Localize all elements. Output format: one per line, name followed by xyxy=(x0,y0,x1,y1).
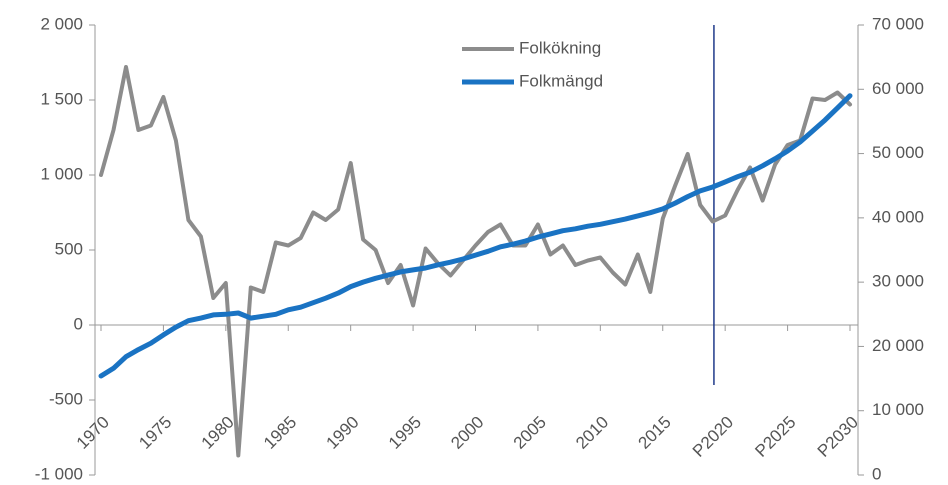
y2-tick-label: 70 000 xyxy=(872,14,924,33)
y2-tick-label: 20 000 xyxy=(872,336,924,355)
x-tick-label: 2005 xyxy=(510,413,550,453)
x-tick-label: 2000 xyxy=(447,413,487,453)
x-tick-label: P2020 xyxy=(689,413,737,461)
y-tick-label: -1 000 xyxy=(35,464,83,483)
x-tick-label: 1975 xyxy=(135,413,175,453)
x-tick-label: 2015 xyxy=(635,413,675,453)
y2-tick-label: 0 xyxy=(872,464,881,483)
y-tick-label: 500 xyxy=(55,239,83,258)
x-tick-label: 1995 xyxy=(385,413,425,453)
x-tick-label: 1985 xyxy=(260,413,300,453)
series-line xyxy=(99,65,852,458)
legend-label: Folkmängd xyxy=(519,71,603,90)
x-tick-label: 1970 xyxy=(73,413,113,453)
y-tick-label: 2 000 xyxy=(40,14,83,33)
x-tick-label: 1980 xyxy=(198,413,238,453)
y-tick-label: 1 000 xyxy=(40,164,83,183)
x-tick-label: P2030 xyxy=(814,413,862,461)
y-tick-label: 1 500 xyxy=(40,89,83,108)
y2-tick-label: 40 000 xyxy=(872,207,924,226)
y2-tick-label: 50 000 xyxy=(872,143,924,162)
y-tick-label: -500 xyxy=(49,389,83,408)
y-tick-label: 0 xyxy=(74,314,83,333)
y2-tick-label: 30 000 xyxy=(872,272,924,291)
x-tick-label: 1990 xyxy=(322,413,362,453)
x-tick-label: 2010 xyxy=(572,413,612,453)
series-line xyxy=(98,93,853,379)
y2-tick-label: 60 000 xyxy=(872,79,924,98)
y2-tick-label: 10 000 xyxy=(872,400,924,419)
legend-label: Folkökning xyxy=(519,38,601,57)
x-tick-label: P2025 xyxy=(751,413,799,461)
